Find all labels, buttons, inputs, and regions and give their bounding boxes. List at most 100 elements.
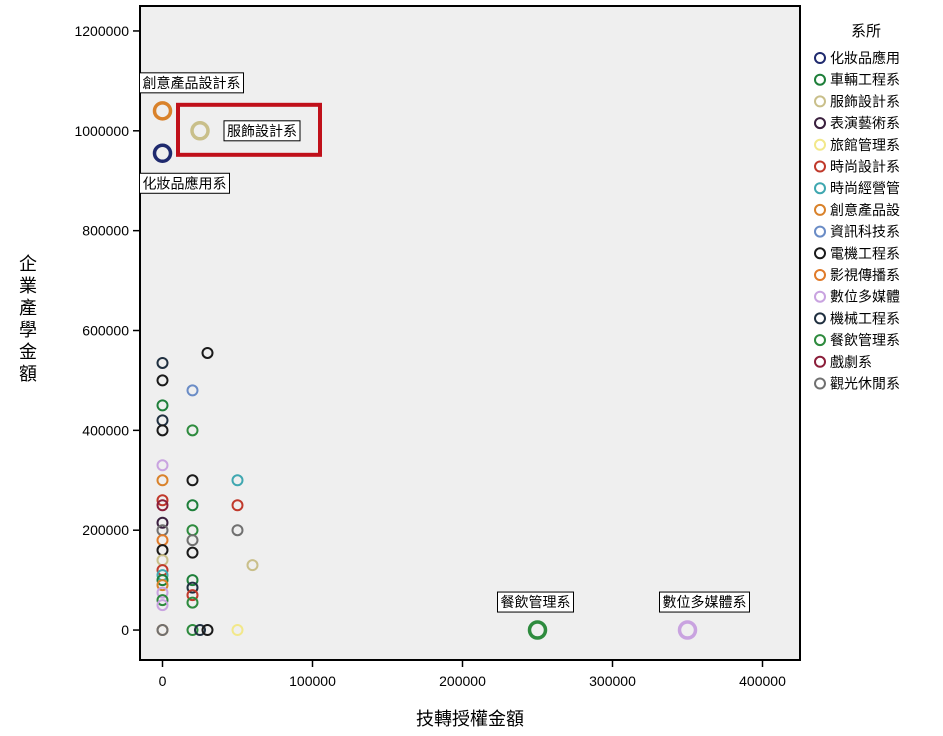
legend-entry: 戲劇系 xyxy=(814,355,872,371)
data-point xyxy=(186,424,199,437)
data-point xyxy=(156,516,169,529)
data-point xyxy=(152,143,173,164)
data-point xyxy=(156,574,169,587)
legend-entry: 旅館管理系 xyxy=(814,137,900,154)
annotation-box xyxy=(659,591,750,613)
data-point xyxy=(152,101,173,121)
annotation-label: 化妝品應用系 xyxy=(143,175,227,192)
data-point xyxy=(231,499,244,512)
data-point xyxy=(156,599,169,612)
legend-entry: 時尚經營管 xyxy=(814,181,900,197)
legend-entry: 表演藝術系 xyxy=(814,116,900,132)
legend-entry: 創意產品設 xyxy=(814,202,900,219)
legend-label: 服飾設計系 xyxy=(830,94,900,110)
data-point xyxy=(186,596,199,609)
x-tick-label: 400000 xyxy=(739,673,786,689)
data-point xyxy=(677,620,698,640)
data-point xyxy=(231,474,244,487)
data-point xyxy=(156,594,169,607)
annotation-label: 服飾設計系 xyxy=(227,124,297,140)
legend-marker xyxy=(814,355,826,368)
annotation-box xyxy=(139,172,230,194)
annotation-label: 創意產品設計系 xyxy=(143,75,241,92)
legend: 化妝品應用車輛工程系服飾設計系表演藝術系旅館管理系時尚設計系時尚經營管創意產品設… xyxy=(814,50,900,393)
legend-entry: 觀光休閒系 xyxy=(814,377,900,393)
legend-marker xyxy=(814,52,826,64)
data-point xyxy=(156,624,169,637)
legend-marker xyxy=(814,160,826,173)
legend-title: 系所 xyxy=(851,22,881,40)
data-point xyxy=(156,424,169,437)
highlight-box xyxy=(176,102,322,157)
x-tick-label: 0 xyxy=(159,673,167,689)
legend-label: 創意產品設 xyxy=(830,202,900,219)
y-tick-label: 1200000 xyxy=(74,23,129,39)
annotation: 創意產品設計系 xyxy=(139,72,244,94)
data-point xyxy=(201,346,214,359)
x-axis-label: 技轉授權金額 xyxy=(416,709,524,730)
x-tick-label: 300000 xyxy=(589,673,636,689)
data-point xyxy=(186,574,199,587)
annotation-label: 數位多媒體系 xyxy=(663,594,747,611)
legend-label: 資訊科技系 xyxy=(830,225,900,241)
data-point xyxy=(190,121,210,141)
data-point xyxy=(527,620,548,640)
legend-label: 車輛工程系 xyxy=(830,72,900,89)
data-point xyxy=(156,374,169,387)
y-axis-label: 企業產學金額 xyxy=(19,254,37,385)
legend-label: 時尚經營管 xyxy=(830,181,900,197)
legend-label: 機械工程系 xyxy=(830,311,900,327)
data-point xyxy=(156,499,169,512)
legend-entry: 車輛工程系 xyxy=(814,72,900,89)
legend-label: 表演藝術系 xyxy=(830,116,900,132)
data-point xyxy=(186,624,199,637)
data-points xyxy=(152,101,698,640)
data-point xyxy=(194,624,206,637)
legend-marker xyxy=(814,225,826,238)
data-point xyxy=(186,474,199,487)
annotation: 數位多媒體系 xyxy=(659,591,750,613)
y-tick-label: 200000 xyxy=(82,522,129,538)
legend-entry: 時尚設計系 xyxy=(814,160,900,176)
data-point xyxy=(156,399,169,412)
legend-marker xyxy=(814,73,826,86)
legend-entry: 影視傳播系 xyxy=(814,268,900,284)
legend-label: 戲劇系 xyxy=(830,355,872,371)
data-point xyxy=(186,589,199,602)
legend-entry: 電機工程系 xyxy=(814,246,900,262)
data-point xyxy=(156,586,169,599)
annotation: 餐飲管理系 xyxy=(497,591,574,613)
data-point xyxy=(156,494,169,507)
legend-entry: 餐飲管理系 xyxy=(814,333,900,349)
legend-marker xyxy=(814,247,826,260)
y-tick-label: 1000000 xyxy=(74,123,129,139)
legend-marker xyxy=(814,334,826,347)
data-point xyxy=(156,459,169,472)
data-point xyxy=(156,579,169,592)
legend-marker xyxy=(814,182,826,195)
legend-label: 影視傳播系 xyxy=(830,268,900,284)
data-point xyxy=(231,524,244,537)
axis-ticks: 0 200000 400000 600000 800000 1000000 1200000 0… xyxy=(74,23,786,689)
legend-entry: 化妝品應用 xyxy=(814,50,900,67)
annotation-box xyxy=(139,72,244,94)
legend-entry: 數位多媒體 xyxy=(814,289,900,306)
legend-label: 旅館管理系 xyxy=(830,137,900,154)
y-tick-label: 0 xyxy=(121,622,129,638)
annotation: 化妝品應用系 xyxy=(139,172,230,194)
legend-entry: 資訊科技系 xyxy=(814,225,900,241)
data-point xyxy=(201,624,214,637)
legend-marker xyxy=(814,269,826,281)
legend-label: 化妝品應用 xyxy=(830,50,900,67)
y-tick-label: 400000 xyxy=(82,422,129,438)
annotation-box xyxy=(497,591,574,613)
legend-label: 數位多媒體 xyxy=(830,289,900,306)
data-point xyxy=(246,559,259,572)
legend-marker xyxy=(814,138,826,151)
y-tick-label: 800000 xyxy=(82,223,129,239)
legend-marker xyxy=(814,312,826,325)
data-point xyxy=(186,546,199,559)
data-point xyxy=(156,356,169,369)
legend-marker xyxy=(814,203,826,216)
